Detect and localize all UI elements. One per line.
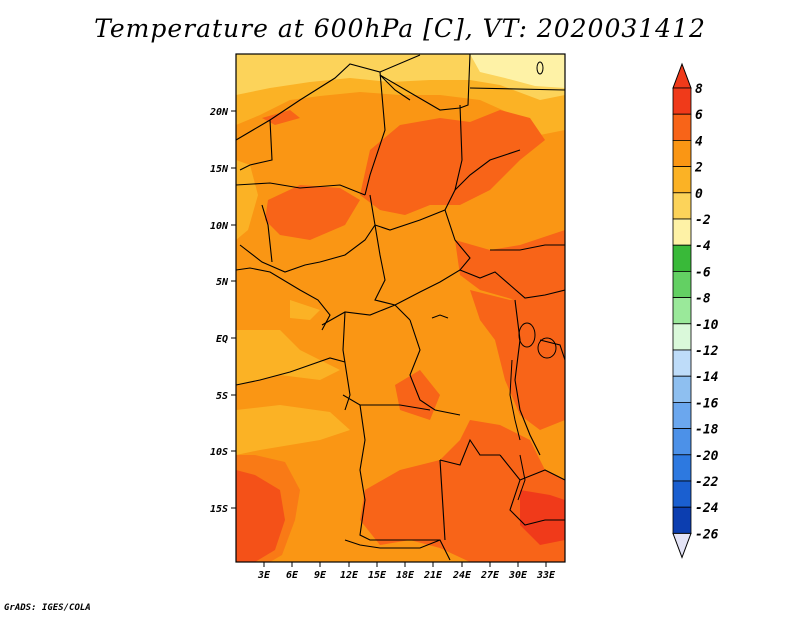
lat-label: 10N <box>210 221 229 232</box>
lon-label: 3E <box>257 570 271 581</box>
lon-label: 18E <box>396 570 415 581</box>
colorbar-label: -26 <box>695 527 719 542</box>
lon-label: 24E <box>452 570 472 581</box>
colorbar-segment <box>672 87 692 115</box>
colorbar-label: -2 <box>695 213 711 228</box>
colorbar-segment <box>672 401 692 429</box>
colorbar-segment <box>672 192 692 220</box>
colorbar-label: -20 <box>695 449 719 464</box>
colorbar-segment <box>672 428 692 456</box>
colorbar-label: -10 <box>695 318 719 333</box>
colorbar-label: -4 <box>695 239 711 254</box>
colorbar-label: 0 <box>695 187 703 202</box>
lon-label: 30E <box>508 570 528 581</box>
colorbar-segment <box>672 113 692 141</box>
lat-label: EQ <box>216 334 228 345</box>
colorbar-segment <box>672 244 692 272</box>
lat-label: 15N <box>210 164 229 175</box>
lat-axis: 20N 15N 10N 5N EQ 5S 10S 15S <box>209 107 236 515</box>
map-frame <box>235 53 566 563</box>
colorbar-segment <box>672 506 692 534</box>
colorbar-label: -18 <box>695 423 719 438</box>
colorbar-segment <box>672 375 692 403</box>
colorbar-label: 8 <box>695 82 703 97</box>
country-borders <box>236 54 565 561</box>
lat-label: 15S <box>210 504 228 515</box>
lon-axis: 3E 6E 9E 12E 15E 18E 21E 24E 27E 30E 33E <box>257 562 556 581</box>
colorbar-segment <box>672 349 692 377</box>
colorbar-under-arrow <box>672 532 692 559</box>
colorbar-label: -16 <box>695 396 719 411</box>
colorbar-segment <box>672 139 692 167</box>
colorbar-label: -14 <box>695 370 719 385</box>
colorbar-label: -8 <box>695 292 711 307</box>
colorbar-segment <box>672 166 692 194</box>
colorbar-segment <box>672 323 692 351</box>
colorbar-over-arrow <box>672 62 692 89</box>
lon-label: 33E <box>536 570 556 581</box>
colorbar-label: 4 <box>695 134 703 149</box>
lat-label: 20N <box>209 107 229 118</box>
colorbar: 8 6 4 2 0 -2 -4 -6 -8 -10 -12 -14 -16 -18 -20 -22 -24 -26 <box>672 62 719 559</box>
lakes <box>431 61 557 501</box>
lat-label: 10S <box>210 447 228 458</box>
lon-label: 6E <box>286 570 299 581</box>
temperature-field <box>236 54 565 562</box>
colorbar-label: -6 <box>695 265 711 280</box>
colorbar-segment <box>672 454 692 482</box>
lon-label: 27E <box>480 570 500 581</box>
colorbar-segment <box>672 270 692 298</box>
colorbar-label: -22 <box>695 475 719 490</box>
lat-label: 5S <box>216 391 228 402</box>
lat-label: 5N <box>216 277 229 288</box>
colorbar-label: 2 <box>694 161 703 176</box>
grads-credit: GrADS: IGES/COLA <box>4 603 91 613</box>
map-title: Temperature at 600hPa [C], VT: 202003141… <box>94 14 706 43</box>
lon-label: 21E <box>423 570 443 581</box>
colorbar-label: 6 <box>695 108 703 123</box>
colorbar-segment <box>672 480 692 508</box>
lon-label: 12E <box>340 570 359 581</box>
colorbar-label: -24 <box>695 501 719 516</box>
colorbar-segment <box>672 297 692 325</box>
lon-label: 9E <box>314 570 327 581</box>
colorbar-segment <box>672 218 692 246</box>
colorbar-label: -12 <box>695 344 719 359</box>
lon-label: 15E <box>368 570 387 581</box>
